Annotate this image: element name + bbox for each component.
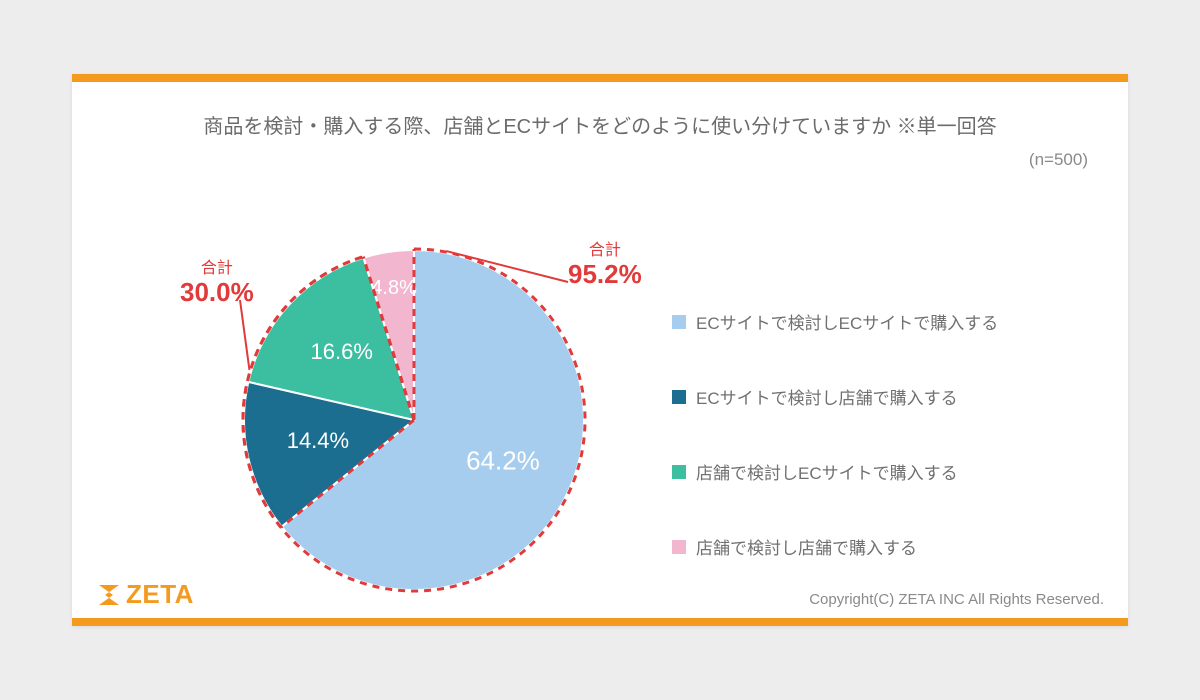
callout-leader	[240, 300, 249, 370]
legend-label-0: ECサイトで検討しECサイトで購入する	[696, 309, 998, 334]
legend-item-2: 店舗で検討しECサイトで購入する	[672, 459, 998, 484]
brand-text: ZETA	[126, 579, 194, 610]
legend-swatch-1	[672, 390, 686, 404]
pie-slice-pct-0: 64.2%	[466, 445, 540, 475]
copyright-text: Copyright(C) ZETA INC All Rights Reserve…	[809, 591, 1104, 608]
pie-slice-pct-3: 4.8%	[371, 277, 417, 299]
legend-item-0: ECサイトで検討しECサイトで購入する	[672, 309, 998, 334]
callout-a-small: 合計	[568, 242, 642, 260]
legend-swatch-2	[672, 465, 686, 479]
pie-slice-pct-2: 16.6%	[311, 339, 373, 364]
bottom-accent-bar	[72, 618, 1128, 626]
pie-slice-pct-1: 14.4%	[287, 428, 349, 453]
legend-item-1: ECサイトで検討し店舗で購入する	[672, 384, 998, 409]
legend-swatch-3	[672, 540, 686, 554]
chart-card: 商品を検討・購入する際、店舗とECサイトをどのように使い分けていますか ※単一回…	[72, 74, 1128, 626]
legend-label-1: ECサイトで検討し店舗で購入する	[696, 384, 958, 409]
brand-mark-icon	[96, 582, 122, 608]
brand-logo: ZETA	[96, 579, 194, 610]
legend-swatch-0	[672, 315, 686, 329]
callout-group-a: 合計 95.2%	[568, 242, 642, 290]
legend: ECサイトで検討しECサイトで購入する ECサイトで検討し店舗で購入する店舗で検討…	[672, 309, 998, 559]
callout-b-small: 合計	[180, 260, 254, 278]
callout-a-large: 95.2%	[568, 260, 642, 290]
callout-b-large: 30.0%	[180, 278, 254, 308]
callout-group-b: 合計 30.0%	[180, 260, 254, 308]
legend-label-3: 店舗で検討し店舗で購入する	[696, 534, 917, 559]
legend-item-3: 店舗で検討し店舗で購入する	[672, 534, 998, 559]
legend-label-2: 店舗で検討しECサイトで購入する	[696, 459, 958, 484]
